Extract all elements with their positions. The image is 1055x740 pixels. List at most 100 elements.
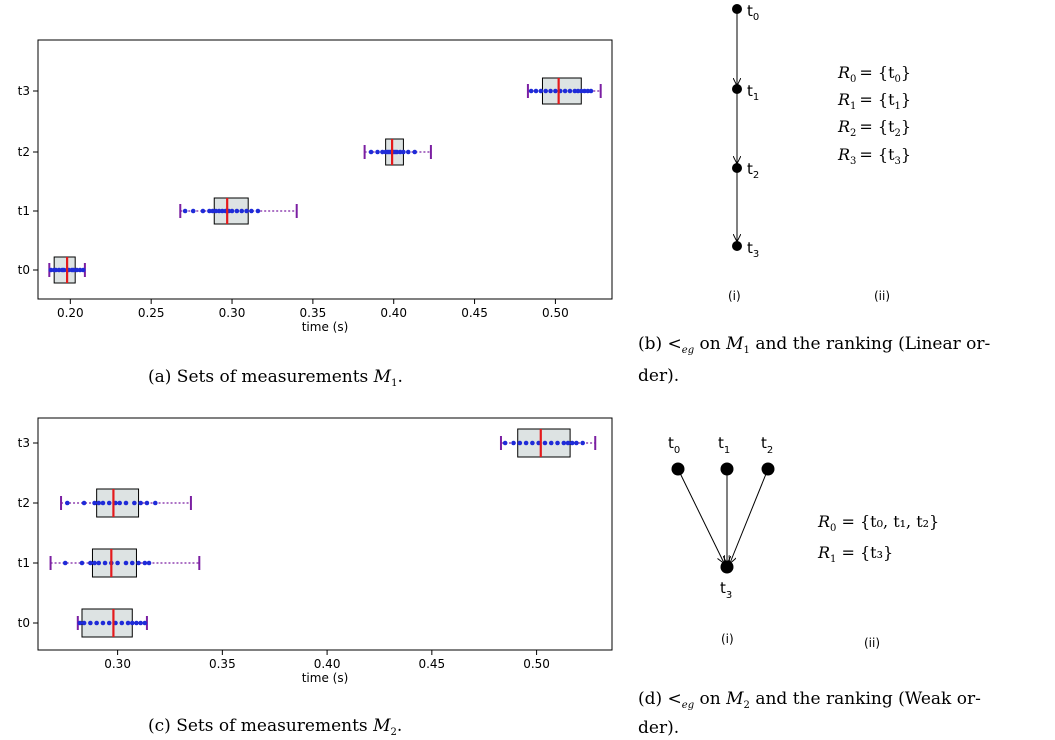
ranking-d-1: R1 = {t₃} (817, 543, 893, 565)
data-point (548, 88, 553, 94)
boxplot-chart-a: 0.20 0.25 0.30 0.35 0.40 0.45 0.50 time (s) t0 t1… (18, 39, 613, 334)
data-point (561, 440, 567, 446)
node-d-label-t0: t0 (668, 434, 680, 456)
data-point (129, 620, 135, 626)
x-tick-label: 0.40 (380, 306, 407, 320)
data-point (138, 500, 143, 506)
data-point (401, 149, 406, 155)
label-ii-d: (ii) (864, 636, 880, 650)
node-d-label-t2: t2 (761, 434, 773, 456)
data-point (394, 149, 400, 155)
edge-t0-t3 (677, 468, 724, 563)
x-tick-label: 0.40 (314, 657, 341, 671)
data-point (542, 440, 548, 446)
label-i-b: (i) (728, 289, 741, 303)
data-point (100, 620, 106, 626)
data-point (48, 267, 54, 273)
x-tick-label: 0.30 (219, 306, 246, 320)
data-point (117, 500, 123, 506)
data-point (79, 560, 85, 566)
data-point (119, 620, 125, 626)
y-tick-label: t3 (18, 84, 30, 98)
node-d-t0 (671, 462, 685, 476)
ranking-b-2: R2 = {t2} (837, 117, 911, 139)
y-tick-label: t0 (18, 263, 30, 277)
data-point (56, 267, 62, 273)
label-ii-b: (ii) (874, 289, 890, 303)
data-point (96, 560, 102, 566)
diagram-b: t0 t1 t2 t3 (i) (ii) R0 = {t0} R1 = {t1} R… (728, 2, 911, 303)
data-point (61, 267, 67, 273)
data-point (210, 208, 215, 214)
data-point (244, 208, 249, 214)
data-point (543, 88, 549, 94)
data-point (71, 267, 76, 273)
data-point (136, 560, 141, 566)
caption-b-line2: der). (638, 366, 679, 386)
node-label-t3: t3 (747, 239, 759, 260)
data-point (62, 560, 68, 566)
data-point (134, 620, 139, 626)
x-tick-label: 0.50 (542, 306, 569, 320)
data-point (74, 267, 80, 273)
caption-b-line1: (b) <eg on M1 and the ranking (Linear or… (638, 334, 990, 356)
data-point (234, 208, 240, 214)
node-d-label-t3: t3 (720, 579, 732, 601)
data-point (574, 440, 579, 446)
data-point (585, 88, 591, 94)
data-point (142, 560, 148, 566)
x-tick-label: 0.30 (104, 657, 131, 671)
data-point (88, 560, 93, 566)
node-d-t1 (720, 462, 734, 476)
data-point (562, 88, 568, 94)
caption-d-line1: (d) <eg on M2 and the ranking (Weak or- (638, 689, 981, 711)
data-point (530, 440, 535, 446)
node-t3 (732, 241, 742, 251)
data-point (216, 208, 222, 214)
data-point (548, 440, 554, 446)
data-point (412, 149, 418, 155)
data-point (142, 620, 148, 626)
data-point (588, 88, 594, 94)
data-point (213, 208, 219, 214)
data-point (153, 500, 158, 506)
x-tick-label: 0.35 (209, 657, 236, 671)
node-d-t3 (720, 560, 734, 574)
ranking-b-1: R1 = {t1} (837, 90, 911, 112)
data-point (553, 88, 558, 94)
x-tick-label: 0.20 (57, 306, 84, 320)
caption-a: (a) Sets of measurements M1. (148, 367, 403, 389)
data-point (368, 149, 374, 155)
y-tick-label: t0 (18, 616, 30, 630)
data-point (207, 208, 212, 214)
caption-d-line2: der). (638, 718, 679, 738)
data-point (580, 440, 585, 446)
x-tick-label: 0.25 (138, 306, 165, 320)
node-t2 (732, 163, 742, 173)
data-point (92, 560, 97, 566)
data-point (578, 88, 584, 94)
data-point (77, 267, 83, 273)
data-point (538, 88, 544, 94)
x-tick-label: 0.50 (523, 657, 550, 671)
data-point (502, 440, 508, 446)
data-point (380, 149, 385, 155)
caption-c: (c) Sets of measurements M2. (148, 716, 402, 738)
node-label-t2: t2 (747, 160, 759, 181)
data-point (106, 620, 112, 626)
data-point (575, 88, 581, 94)
data-point (94, 620, 99, 626)
data-point (80, 267, 86, 273)
ranking-b-0: R0 = {t0} (837, 63, 911, 85)
data-point (106, 500, 112, 506)
y-tick-label: t3 (18, 436, 30, 450)
data-point (200, 208, 206, 214)
plot-frame (37, 39, 613, 300)
data-point (533, 88, 539, 94)
x-axis-label: time (s) (302, 320, 349, 334)
data-point (405, 149, 411, 155)
data-point (528, 88, 534, 94)
data-point (144, 500, 150, 506)
data-point (81, 500, 87, 506)
